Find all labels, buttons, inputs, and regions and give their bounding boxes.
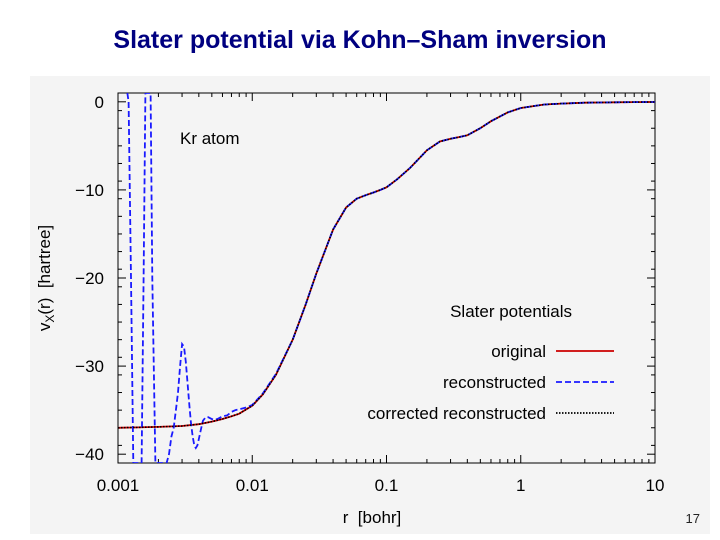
legend-label: original <box>491 342 546 361</box>
y-tick-label: −20 <box>75 269 104 288</box>
y-tick-label: −10 <box>75 181 104 200</box>
y-tick-label: 0 <box>95 93 104 112</box>
series-line-corrected-reconstructed <box>118 101 655 429</box>
x-tick-label: 0.001 <box>97 476 140 495</box>
series-layer <box>118 93 655 463</box>
x-tick-label: 0.01 <box>236 476 269 495</box>
x-tick-label: 1 <box>516 476 525 495</box>
y-axis-label-rest: (r) [hartree] <box>35 225 54 315</box>
y-axis-label-main: v <box>35 322 54 331</box>
legend-label: reconstructed <box>443 373 546 392</box>
y-tick-label: −40 <box>75 445 104 464</box>
annotation-text: Kr atom <box>180 129 240 148</box>
legend-title: Slater potentials <box>450 302 572 321</box>
slide-title: Slater potential via Kohn–Sham inversion <box>113 26 607 54</box>
x-tick-label: 0.1 <box>375 476 399 495</box>
y-tick-label: −30 <box>75 357 104 376</box>
y-axis-label-sub: X <box>43 315 57 323</box>
legend-entries: original reconstructed corrected reconstru… <box>367 342 614 423</box>
axes-layer: 0.001 0.01 0.1 1 10 0 −10 −20 −30 −40 <box>75 92 665 495</box>
series-line-reconstructed <box>126 93 655 463</box>
legend-label: corrected reconstructed <box>367 404 546 423</box>
y-axis-label: vX(r) [hartree] <box>35 225 57 331</box>
x-axis-label: r [bohr] <box>343 508 402 527</box>
series-line-original <box>118 101 655 429</box>
legend: Slater potentials original reconstructed c… <box>367 302 614 423</box>
x-tick-label: 10 <box>646 476 665 495</box>
page-number: 17 <box>685 511 700 526</box>
